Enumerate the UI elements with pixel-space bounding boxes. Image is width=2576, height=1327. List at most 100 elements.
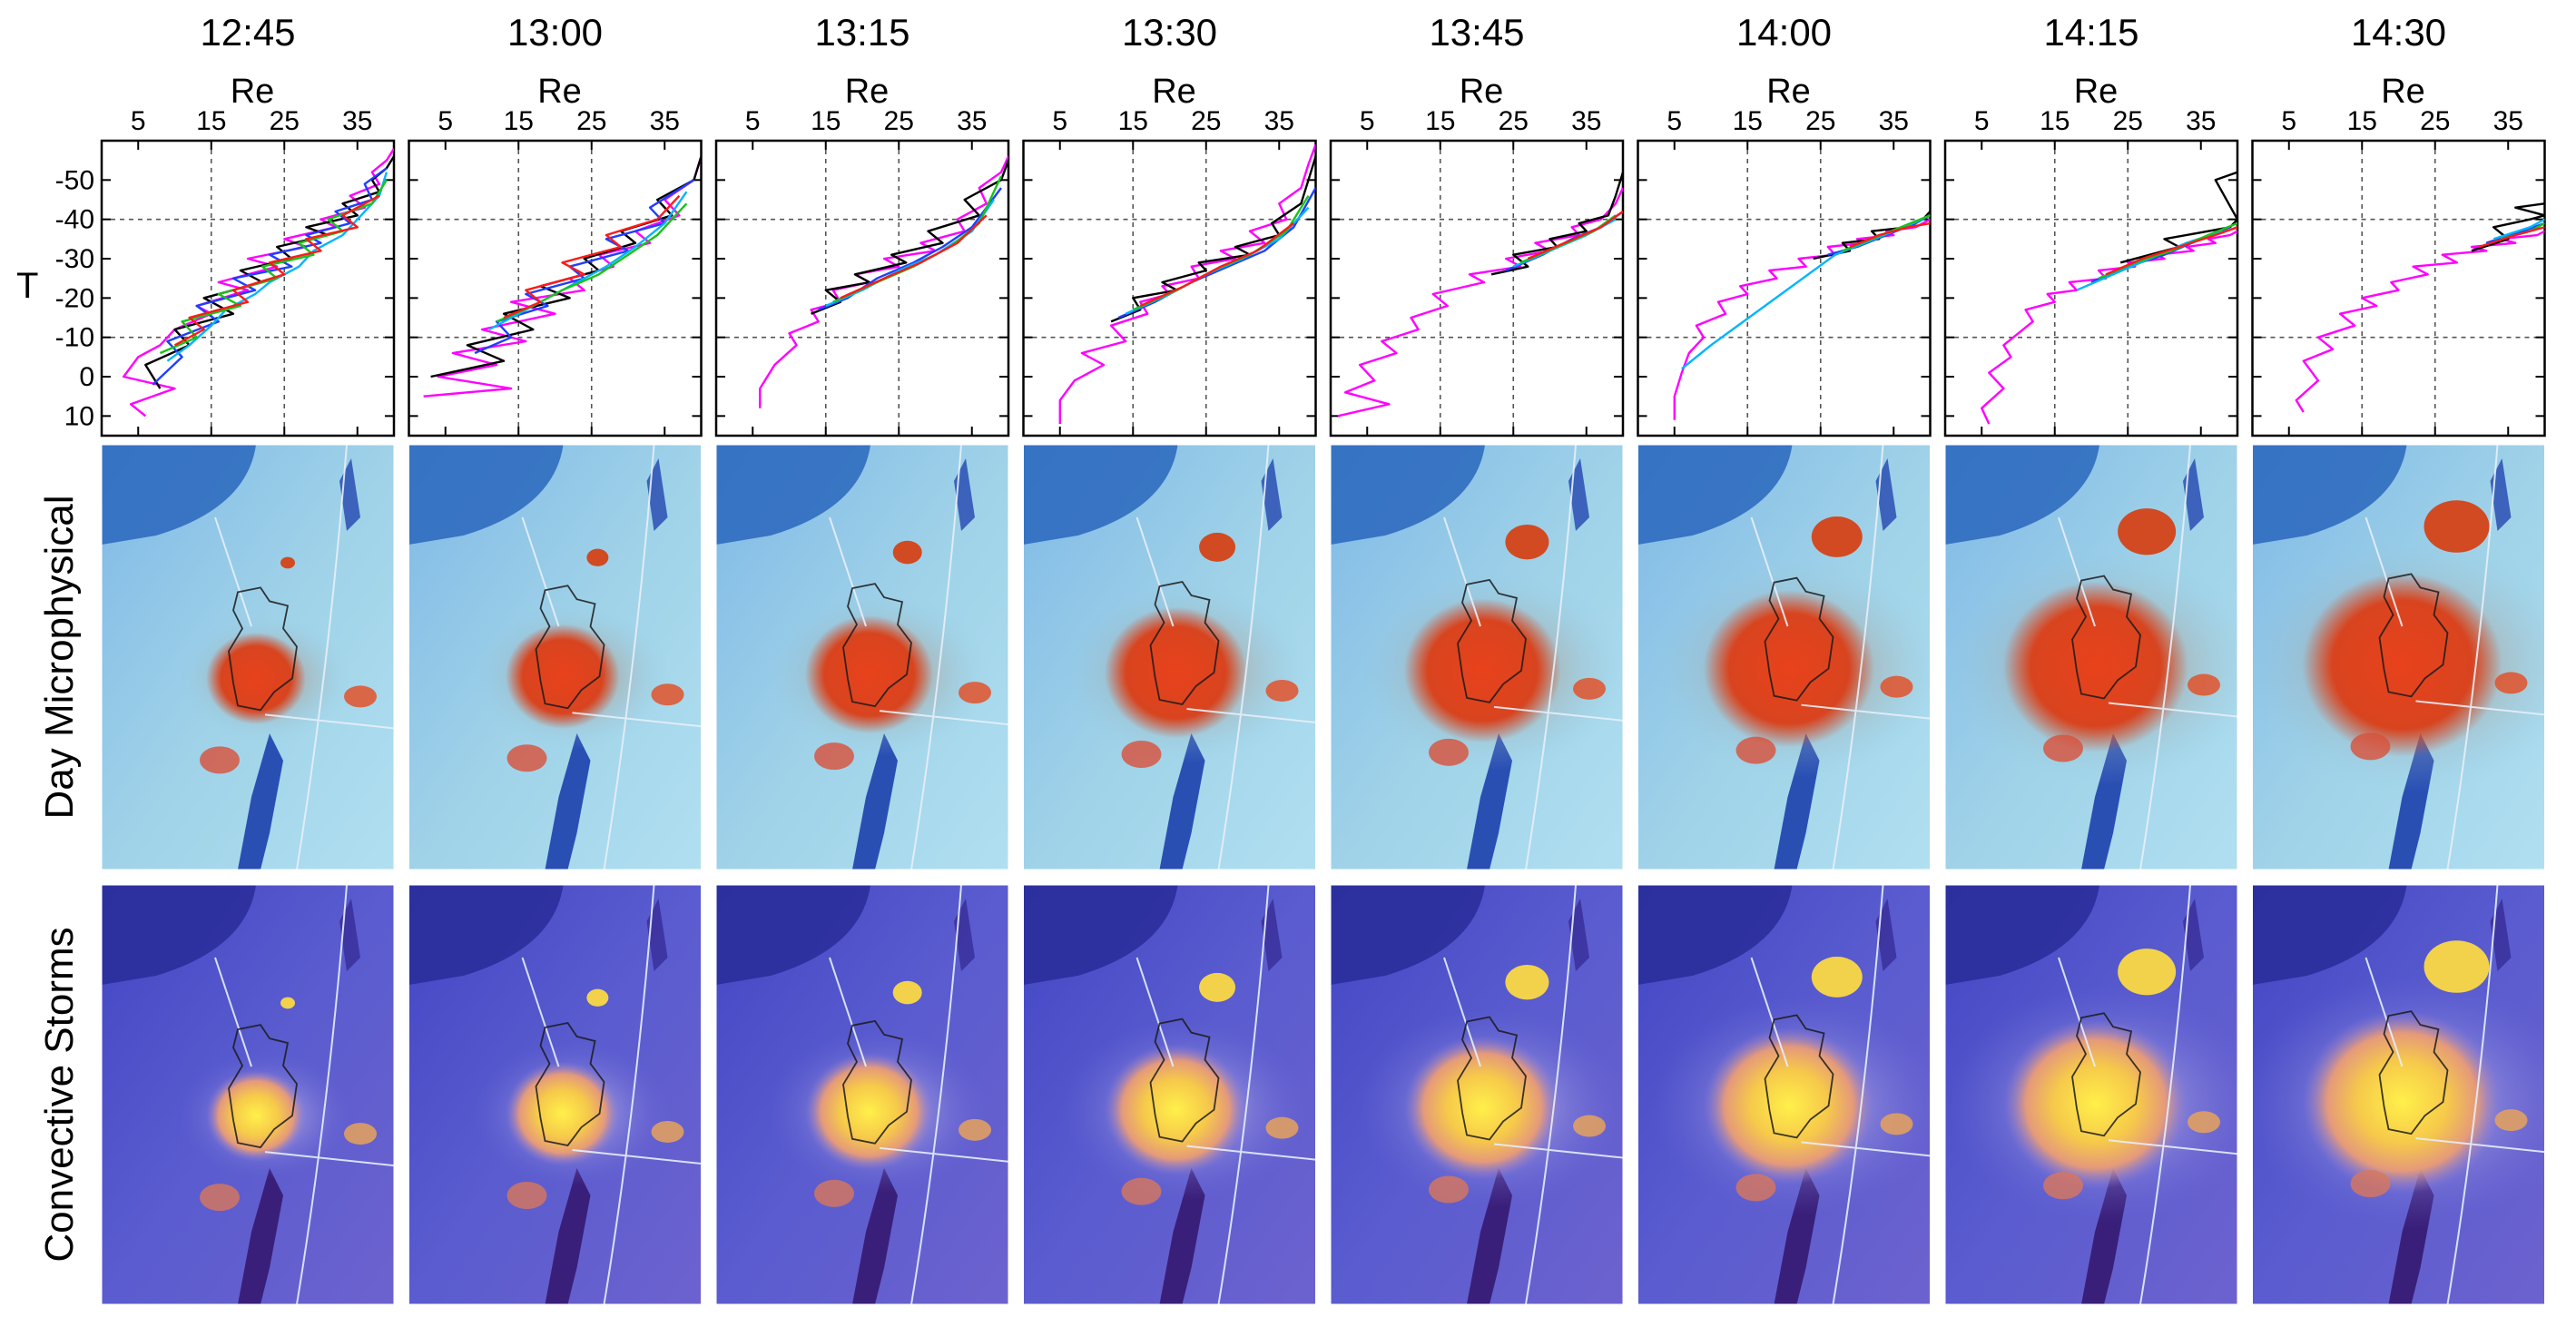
convective-storms-image — [1944, 884, 2238, 1305]
x-tick-label: 25 — [1499, 106, 1529, 136]
dark-region — [1637, 885, 1793, 985]
secondary-cell — [1811, 516, 1863, 557]
lake — [238, 1168, 283, 1304]
x-tick-label: 5 — [438, 106, 453, 136]
lake — [1159, 1168, 1205, 1304]
catchment-outline — [1457, 1016, 1527, 1141]
row-label-day-microphysical: Day Microphysical — [37, 496, 82, 820]
series-line-blue — [2485, 221, 2545, 244]
re-axis-label: Re — [2074, 73, 2119, 111]
small-cell — [1429, 738, 1469, 766]
catchment-outline — [842, 583, 912, 708]
lake — [238, 733, 283, 870]
storm-core — [1403, 1036, 1561, 1181]
re-axis-label: Re — [1460, 73, 1504, 111]
time-title: 14:00 — [1736, 11, 1832, 54]
dark-region — [1023, 445, 1178, 545]
small-cell — [651, 1120, 684, 1143]
small-cell — [2350, 1170, 2391, 1198]
image-frame — [408, 444, 702, 870]
catchment-outline — [2378, 573, 2449, 698]
x-tick-label: 5 — [2281, 106, 2296, 136]
storm-core — [505, 624, 620, 730]
storm-core — [1403, 598, 1561, 743]
small-cell — [1735, 736, 1776, 764]
image-frame — [715, 444, 1009, 870]
secondary-cell — [586, 548, 609, 566]
storm-core — [505, 1061, 620, 1166]
profile-plot: 5 15 25 35 — [714, 106, 1010, 437]
convective-storms-image — [408, 884, 702, 1305]
series-line-red — [2478, 226, 2545, 249]
small-cell — [1880, 1113, 1913, 1135]
convective-storms-image — [2252, 884, 2545, 1305]
x-tick-label: 25 — [2113, 106, 2143, 136]
storm-core — [804, 615, 934, 734]
storm-core — [206, 632, 306, 725]
small-cell — [1121, 740, 1162, 768]
small-cell — [814, 742, 854, 771]
border-lines — [1750, 445, 1931, 870]
series-line-blue — [1117, 187, 1316, 319]
image-frame — [715, 884, 1009, 1305]
image-frame — [1330, 444, 1624, 870]
profile-plot: 5 15 25 35 — [2251, 106, 2546, 437]
storm-core — [2302, 573, 2502, 757]
storm-core — [2002, 1018, 2188, 1190]
secondary-cell — [892, 540, 922, 565]
catchment-outline — [842, 1019, 912, 1145]
x-tick-label: 25 — [1191, 106, 1221, 136]
storm-core — [1104, 606, 1247, 739]
profile-plot: 5 15 25 35 — [1022, 106, 1317, 437]
x-tick-label: 5 — [1360, 106, 1375, 136]
lake — [545, 1168, 591, 1304]
x-tick-label: 25 — [576, 106, 606, 136]
secondary-cell — [1811, 957, 1863, 998]
secondary-cell — [1199, 532, 1236, 562]
storm-core — [1703, 589, 1875, 748]
x-tick-label: 35 — [2186, 106, 2216, 136]
border-lines — [521, 885, 702, 1304]
row-label-convective-storms: Convective Storms — [37, 927, 82, 1262]
series-line-magenta — [1981, 230, 2237, 425]
small-cell — [651, 683, 684, 706]
small-cell — [506, 1181, 547, 1209]
lake — [852, 733, 898, 870]
small-cell — [2188, 673, 2220, 696]
lake — [852, 1168, 898, 1304]
image-frame — [408, 884, 702, 1305]
y-tick-label: -10 — [55, 323, 94, 353]
image-frame — [1637, 884, 1931, 1305]
series-line-magenta — [2295, 230, 2545, 413]
series-line-black — [2471, 202, 2545, 252]
border-lines — [214, 885, 394, 1304]
dark-region — [716, 445, 870, 545]
x-tick-label: 15 — [196, 106, 226, 136]
border-lines — [214, 445, 394, 870]
image-frame — [1330, 884, 1624, 1305]
x-tick-label: 25 — [270, 106, 300, 136]
catchment-outline — [2378, 1010, 2449, 1135]
profile-plot: 5 15 25 35 — [408, 106, 703, 437]
small-cell — [959, 682, 991, 704]
small-cell — [1880, 675, 1913, 698]
series-line-magenta — [122, 148, 394, 418]
profile-plot: 5 15 25 35 — [1637, 106, 1932, 437]
border-lines — [1136, 885, 1316, 1304]
small-cell — [2350, 732, 2391, 761]
y-tick-label: 10 — [64, 401, 94, 431]
series-line-red — [1849, 221, 1931, 249]
small-cell — [2043, 1172, 2083, 1200]
x-tick-label: 35 — [1264, 106, 1294, 136]
catchment-outline — [228, 1024, 298, 1149]
secondary-cell — [1505, 524, 1549, 560]
storm-core — [2002, 581, 2188, 752]
image-frame — [101, 444, 395, 870]
y-tick-label: -20 — [55, 283, 94, 313]
dark-region — [1331, 885, 1485, 985]
secondary-cell — [280, 556, 295, 569]
x-tick-label: 5 — [131, 106, 146, 136]
maps-layer — [101, 444, 2545, 1305]
